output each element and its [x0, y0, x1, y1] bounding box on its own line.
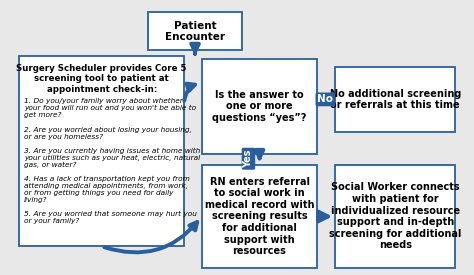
FancyBboxPatch shape	[202, 165, 318, 268]
Text: No: No	[318, 94, 333, 104]
Text: No additional screening
or referrals at this time: No additional screening or referrals at …	[329, 89, 461, 110]
Text: RN enters referral
to social work in
medical record with
screening results
for a: RN enters referral to social work in med…	[205, 177, 314, 256]
FancyBboxPatch shape	[19, 56, 184, 246]
FancyBboxPatch shape	[202, 59, 318, 154]
FancyBboxPatch shape	[335, 67, 455, 132]
Text: Patient
Encounter: Patient Encounter	[165, 21, 225, 42]
Text: Is the answer to
one or more
questions “yes”?: Is the answer to one or more questions “…	[212, 90, 307, 123]
FancyBboxPatch shape	[148, 12, 242, 50]
FancyBboxPatch shape	[335, 165, 455, 268]
Text: 1. Do you/your family worry about whether
your food will run out and you won't b: 1. Do you/your family worry about whethe…	[24, 98, 200, 224]
Text: Surgery Scheduler provides Core 5
screening tool to patient at
appointment check: Surgery Scheduler provides Core 5 screen…	[17, 64, 187, 94]
Text: Yes: Yes	[244, 150, 254, 168]
Text: Social Worker connects
with patient for
individualized resource
support and in-d: Social Worker connects with patient for …	[329, 182, 461, 251]
